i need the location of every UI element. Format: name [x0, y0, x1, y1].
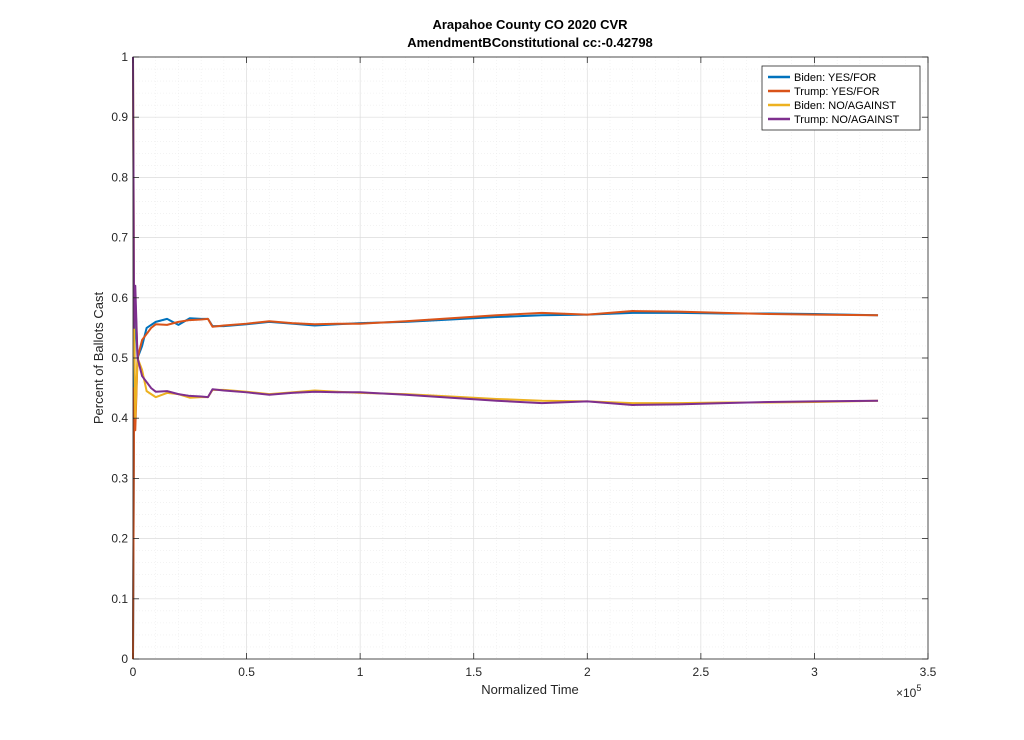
x-tick-label: 0	[130, 665, 137, 679]
x-tick-label: 1	[357, 665, 364, 679]
x-tick-label: 2	[584, 665, 591, 679]
y-tick-label: 0.1	[111, 592, 128, 606]
x-tick-label: 3	[811, 665, 818, 679]
y-tick-label: 0.2	[111, 532, 128, 546]
chart-subtitle: AmendmentBConstitutional cc:-0.42798	[407, 35, 653, 50]
series-layer	[132, 56, 879, 660]
major-grid	[132, 56, 929, 660]
y-axis-label: Percent of Ballots Cast	[91, 292, 106, 425]
x-tick-label: 3.5	[920, 665, 937, 679]
x-tick-label: 2.5	[693, 665, 710, 679]
y-tick-label: 0.7	[111, 231, 128, 245]
y-tick-label: 1	[121, 50, 128, 64]
legend-label: Biden: NO/AGAINST	[794, 100, 896, 112]
y-tick-label: 0.6	[111, 291, 128, 305]
legend-label: Trump: NO/AGAINST	[794, 114, 900, 126]
x-exponent-power: 5	[916, 683, 921, 693]
legend-label: Biden: YES/FOR	[794, 72, 876, 84]
legend: Biden: YES/FOR Trump: YES/FOR Biden: NO/AG…	[761, 65, 921, 131]
x-tick-label: 1.5	[465, 665, 482, 679]
chart-title: Arapahoe County CO 2020 CVR	[432, 17, 628, 32]
ticks-layer: 0 0.5 1 1.5 2 2.5 3 3.5 0 0.1 0.2 0.3 0.4 0.5 0.6 0.7 0.…	[111, 50, 936, 679]
y-tick-label: 0.9	[111, 110, 128, 124]
y-tick-label: 0.3	[111, 471, 128, 485]
y-tick-label: 0.4	[111, 411, 128, 425]
series-line-4	[132, 56, 879, 406]
y-tick-label: 0	[121, 652, 128, 666]
y-tick-label: 0.8	[111, 170, 128, 184]
x-tick-label: 0.5	[238, 665, 255, 679]
x-axis-label: Normalized Time	[481, 682, 579, 697]
x-exponent-base: ×10	[896, 686, 917, 700]
series-line-2	[132, 310, 879, 660]
x-exponent: ×105	[896, 683, 921, 700]
y-tick-label: 0.5	[111, 351, 128, 365]
legend-label: Trump: YES/FOR	[794, 86, 880, 98]
